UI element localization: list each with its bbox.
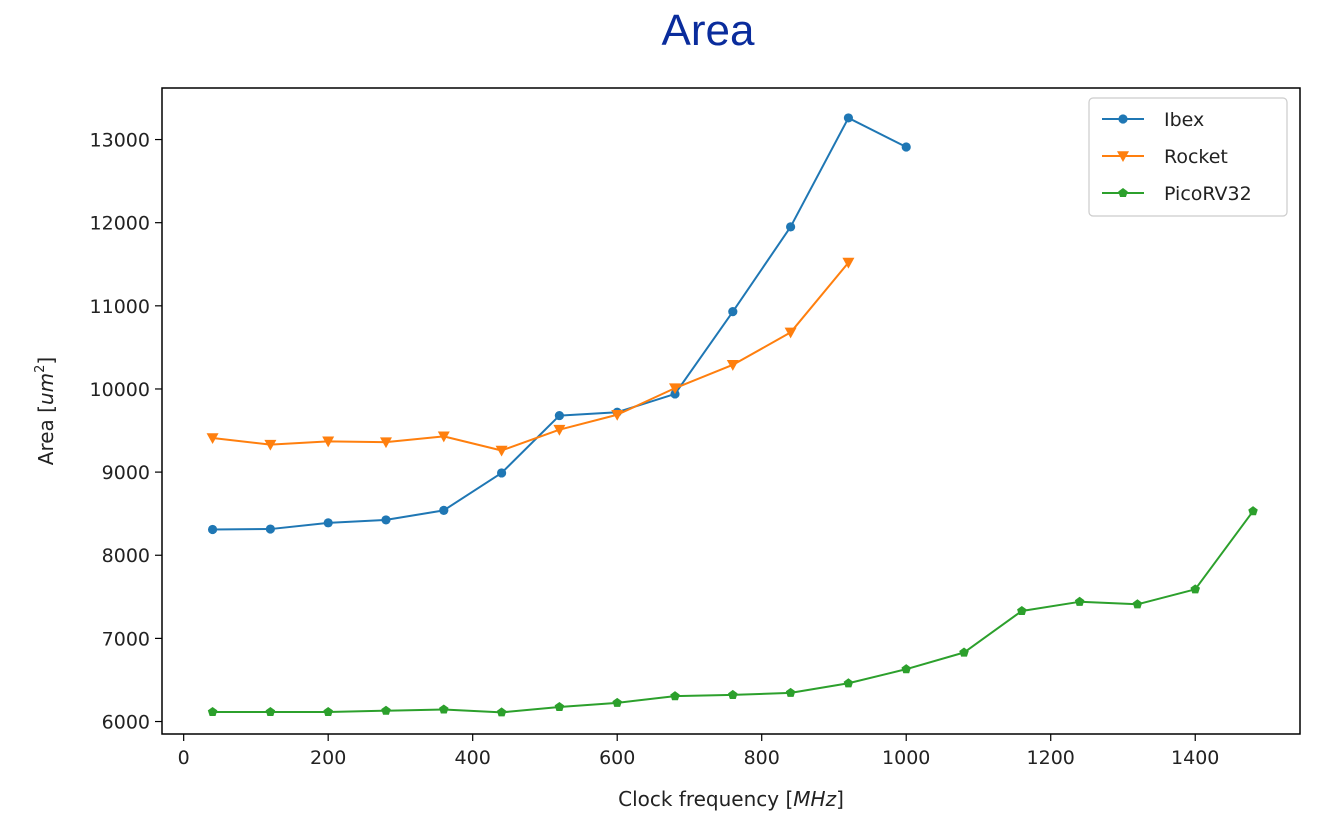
x-tick-label: 600 <box>599 747 635 769</box>
data-point <box>726 360 739 371</box>
legend-item-picorv32: PicoRV32 <box>1102 183 1252 205</box>
legend-label: Rocket <box>1164 146 1228 168</box>
series-picorv32 <box>207 506 1258 717</box>
series-line <box>212 261 850 452</box>
series-layer <box>206 113 1258 717</box>
data-point <box>439 704 449 714</box>
data-point <box>1118 114 1128 124</box>
data-point <box>1132 599 1143 609</box>
data-point <box>496 468 507 478</box>
x-tick-label: 0 <box>178 747 190 769</box>
data-point <box>379 437 392 449</box>
legend: Ibex Rocket PicoRV32 <box>1088 97 1288 217</box>
data-point <box>265 706 276 717</box>
y-tick-label: 7000 <box>102 628 150 650</box>
data-point <box>1190 584 1200 594</box>
series-ibex <box>207 113 911 535</box>
plot-frame <box>161 87 1301 735</box>
x-tick-label: 1400 <box>1171 747 1219 769</box>
data-point <box>439 505 449 515</box>
legend-item-ibex: Ibex <box>1102 109 1204 131</box>
data-point <box>670 691 680 701</box>
data-point <box>843 678 854 688</box>
data-point <box>1074 596 1085 606</box>
y-tick-label: 6000 <box>102 712 150 734</box>
data-point <box>959 647 969 657</box>
data-point <box>611 409 624 421</box>
chart-title: Area <box>661 6 755 55</box>
data-point <box>901 142 911 152</box>
data-point <box>612 697 622 707</box>
y-tick-label: 11000 <box>90 296 150 318</box>
data-point <box>381 515 391 525</box>
data-point <box>842 257 855 269</box>
axes: 0 200 400 600 800 1000 1200 1400 6000 7000 8000 900… <box>90 130 1220 769</box>
data-point <box>323 518 333 528</box>
x-tick-label: 200 <box>310 747 346 769</box>
data-point <box>786 222 796 232</box>
data-point <box>1118 188 1128 198</box>
data-point <box>265 524 275 534</box>
data-point <box>207 706 218 717</box>
data-point <box>553 424 566 436</box>
y-tick-label: 13000 <box>90 130 150 152</box>
data-point <box>728 307 738 317</box>
data-point <box>381 705 391 715</box>
data-point <box>784 327 797 339</box>
data-point <box>206 433 219 445</box>
x-tick-label: 800 <box>744 747 780 769</box>
y-tick-label: 9000 <box>102 462 150 484</box>
series-rocket <box>206 257 855 457</box>
data-point <box>1017 605 1027 615</box>
legend-item-rocket: Rocket <box>1102 146 1228 168</box>
legend-box <box>1088 97 1288 217</box>
y-tick-label: 12000 <box>90 213 150 235</box>
data-point <box>554 410 564 421</box>
data-point <box>264 439 277 451</box>
y-tick-label: 8000 <box>102 545 150 567</box>
data-point <box>669 383 682 395</box>
series-line <box>212 116 907 531</box>
data-point <box>554 701 565 712</box>
data-point <box>843 113 854 123</box>
data-point <box>1117 151 1129 162</box>
legend-label: Ibex <box>1164 109 1204 131</box>
data-point <box>207 524 218 535</box>
y-tick-label: 10000 <box>90 379 150 401</box>
x-tick-label: 1000 <box>882 747 930 769</box>
x-tick-label: 400 <box>455 747 491 769</box>
x-tick-label: 1200 <box>1027 747 1075 769</box>
data-point <box>322 436 335 448</box>
legend-label: PicoRV32 <box>1164 183 1252 205</box>
data-point <box>901 664 911 674</box>
data-point <box>323 706 333 717</box>
x-axis-label: Clock frequency [MHz] <box>618 787 844 811</box>
data-point <box>437 431 450 443</box>
data-point <box>728 689 738 699</box>
data-point <box>496 707 507 717</box>
data-point <box>785 687 796 697</box>
y-axis-label: Area [um2] <box>33 357 58 465</box>
series-line <box>212 510 1254 714</box>
data-point <box>495 445 508 457</box>
data-point <box>1248 506 1258 516</box>
